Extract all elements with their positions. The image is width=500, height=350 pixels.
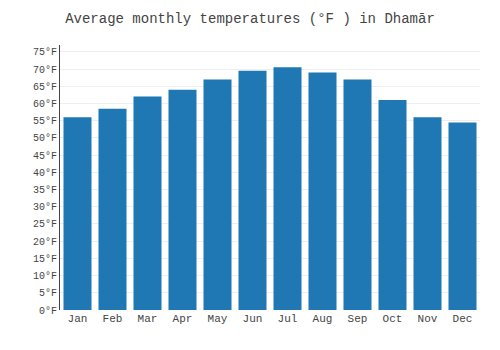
- svg-text:Nov: Nov: [418, 313, 438, 325]
- svg-text:55°F: 55°F: [33, 116, 57, 127]
- svg-text:Aug: Aug: [313, 313, 333, 325]
- svg-text:Dec: Dec: [453, 313, 473, 325]
- svg-text:5°F: 5°F: [39, 288, 57, 299]
- svg-text:45°F: 45°F: [33, 151, 57, 162]
- svg-text:20°F: 20°F: [33, 237, 57, 248]
- svg-text:Jul: Jul: [278, 313, 298, 325]
- svg-text:Apr: Apr: [173, 313, 193, 325]
- svg-text:60°F: 60°F: [33, 99, 57, 110]
- svg-text:75°F: 75°F: [33, 47, 57, 58]
- svg-text:Jan: Jan: [68, 313, 88, 325]
- svg-text:65°F: 65°F: [33, 82, 57, 93]
- svg-text:Sep: Sep: [348, 313, 368, 325]
- svg-text:10°F: 10°F: [33, 271, 57, 282]
- svg-text:May: May: [208, 313, 228, 325]
- svg-text:15°F: 15°F: [33, 254, 57, 265]
- svg-text:0°F: 0°F: [39, 306, 57, 317]
- svg-text:25°F: 25°F: [33, 219, 57, 230]
- svg-text:Feb: Feb: [103, 313, 123, 325]
- svg-text:Mar: Mar: [138, 313, 158, 325]
- svg-text:30°F: 30°F: [33, 202, 57, 213]
- svg-text:50°F: 50°F: [33, 133, 57, 144]
- svg-text:40°F: 40°F: [33, 168, 57, 179]
- svg-text:Oct: Oct: [383, 313, 403, 325]
- svg-text:Average monthly temperatures (: Average monthly temperatures (°F ) in Dh…: [65, 11, 435, 27]
- svg-text:35°F: 35°F: [33, 185, 57, 196]
- svg-text:Jun: Jun: [243, 313, 263, 325]
- svg-text:70°F: 70°F: [33, 65, 57, 76]
